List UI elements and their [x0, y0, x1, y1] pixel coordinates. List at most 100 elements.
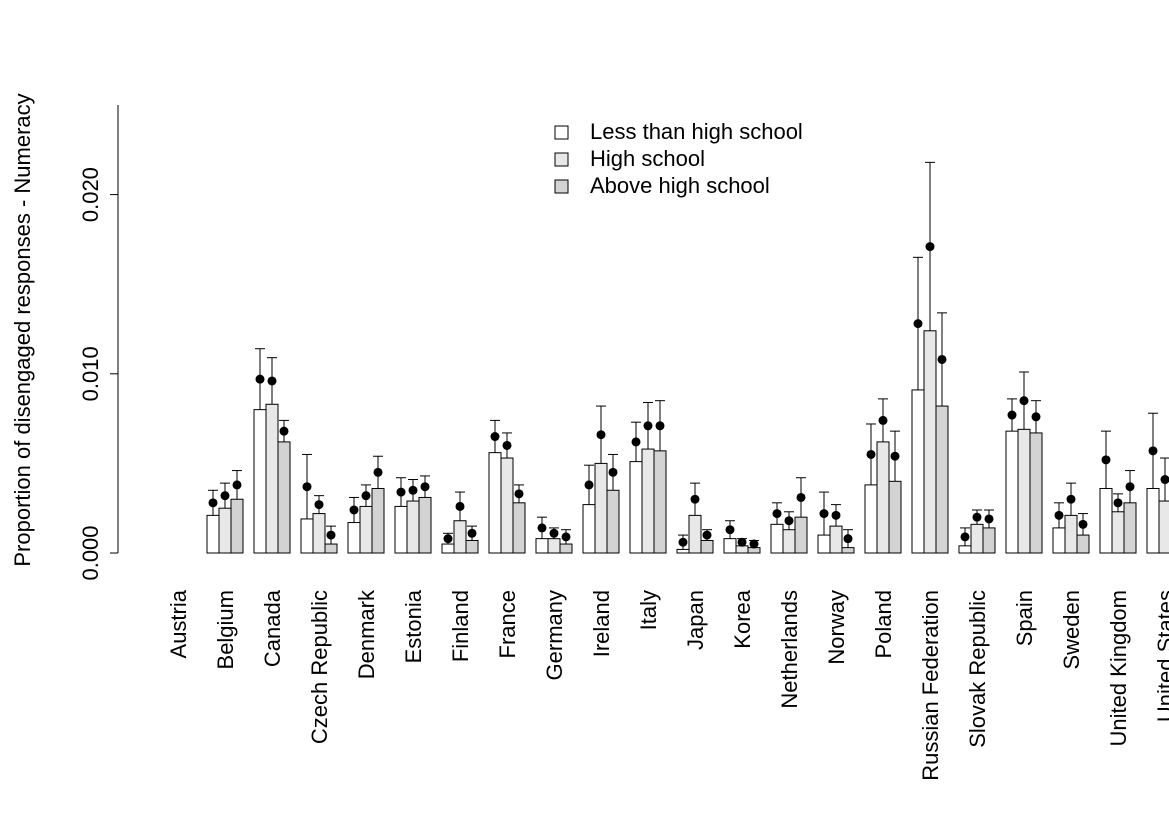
point	[232, 480, 242, 490]
point	[784, 516, 794, 526]
bar	[676, 548, 690, 554]
bar	[582, 504, 596, 554]
bar	[359, 505, 373, 554]
point	[408, 485, 418, 495]
point	[255, 374, 265, 384]
point	[608, 467, 618, 477]
point	[1101, 455, 1111, 465]
point	[208, 498, 218, 508]
point	[749, 539, 759, 549]
point	[737, 537, 747, 547]
point	[467, 528, 477, 538]
point	[1148, 446, 1158, 456]
point	[326, 530, 336, 540]
bar	[935, 405, 949, 554]
x-tick-label: Belgium	[213, 590, 238, 669]
x-tick-label: Czech Republic	[307, 590, 332, 744]
bar	[418, 496, 432, 554]
point	[796, 492, 806, 502]
point	[443, 534, 453, 544]
bar	[594, 462, 608, 554]
point	[643, 421, 653, 431]
bar	[723, 538, 737, 554]
point	[1007, 410, 1017, 420]
x-tick-label: Estonia	[401, 589, 426, 663]
bar	[1158, 500, 1169, 554]
bar	[700, 539, 714, 554]
bar	[629, 461, 643, 554]
x-tick-label: Japan	[683, 590, 708, 650]
point	[361, 491, 371, 501]
bar	[970, 523, 984, 554]
point	[937, 354, 947, 364]
point	[1078, 519, 1088, 529]
bar	[488, 452, 502, 554]
bar	[1064, 514, 1078, 554]
point	[878, 415, 888, 425]
point	[960, 532, 970, 542]
bar	[406, 500, 420, 554]
bar	[512, 502, 526, 554]
x-tick-label: Spain	[1012, 590, 1037, 646]
bar	[206, 514, 220, 554]
x-tick-label: Norway	[824, 590, 849, 665]
bar	[253, 409, 267, 554]
bar	[782, 529, 796, 554]
point	[678, 537, 688, 547]
y-tick-label: 0.000	[78, 525, 103, 580]
point	[314, 500, 324, 510]
bar	[606, 489, 620, 554]
point	[1113, 498, 1123, 508]
point	[549, 528, 559, 538]
bar	[794, 516, 808, 554]
point	[913, 319, 923, 329]
bar	[817, 534, 831, 554]
bar	[958, 545, 972, 554]
point	[690, 494, 700, 504]
point	[819, 509, 829, 519]
point	[631, 437, 641, 447]
point	[502, 440, 512, 450]
point	[1019, 396, 1029, 406]
bar	[1029, 432, 1043, 554]
bar	[888, 480, 902, 554]
point	[279, 426, 289, 436]
point	[267, 376, 277, 386]
legend-label: Above high school	[590, 173, 770, 198]
bar	[230, 498, 244, 554]
x-tick-label: Sweden	[1059, 590, 1084, 670]
point	[349, 505, 359, 515]
point	[984, 514, 994, 524]
point	[866, 449, 876, 459]
point	[584, 480, 594, 490]
point	[514, 489, 524, 499]
bar	[641, 448, 655, 554]
bar	[770, 523, 784, 554]
x-tick-label: Denmark	[354, 589, 379, 679]
bar	[876, 441, 890, 554]
x-tick-label: Germany	[542, 590, 567, 680]
bar	[923, 330, 937, 554]
point	[490, 432, 500, 442]
bar	[1099, 487, 1113, 554]
legend-swatch	[554, 125, 569, 140]
point	[537, 523, 547, 533]
x-tick-label: France	[495, 590, 520, 658]
point	[843, 534, 853, 544]
bar	[864, 484, 878, 554]
point	[1054, 510, 1064, 520]
x-tick-label: Italy	[636, 590, 661, 630]
bar	[218, 507, 232, 554]
bar	[277, 441, 291, 554]
x-tick-label: Korea	[730, 589, 755, 648]
point	[702, 530, 712, 540]
point	[1066, 494, 1076, 504]
x-tick-label: Russian Federation	[918, 590, 943, 781]
bar	[265, 403, 279, 554]
point	[725, 525, 735, 535]
x-tick-label: United States	[1153, 590, 1169, 722]
x-tick-label: United Kingdom	[1106, 590, 1131, 747]
y-tick-label: 0.010	[78, 346, 103, 401]
